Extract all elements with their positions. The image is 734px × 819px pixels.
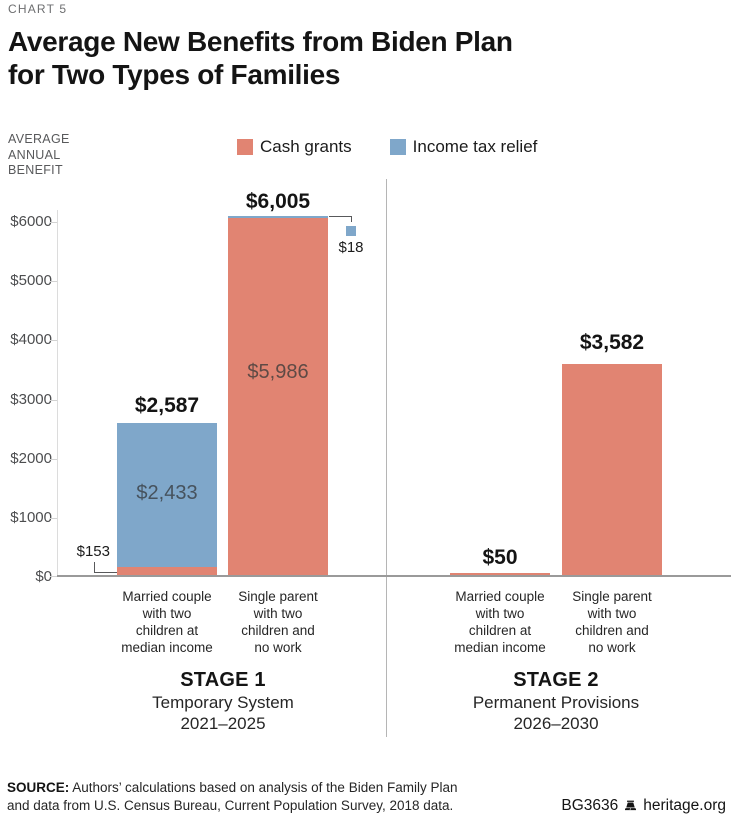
y-tick-5000: $5000 bbox=[10, 272, 52, 289]
bar-total-label: $2,587 bbox=[134, 394, 200, 417]
callout-line bbox=[329, 216, 352, 217]
bar-stage2-single-cash-grants bbox=[562, 364, 662, 576]
bar-stage1-married-income-tax-relief bbox=[117, 423, 217, 567]
y-tick-6000: $6000 bbox=[10, 213, 52, 230]
callout-line bbox=[94, 562, 95, 573]
liberty-bell-icon bbox=[623, 799, 638, 814]
y-tickmark bbox=[50, 576, 57, 577]
category-label: Single parent with two children and no w… bbox=[238, 589, 318, 655]
y-tick-2000: $2000 bbox=[10, 450, 52, 467]
bar-stage1-single-cash-grants bbox=[228, 218, 328, 576]
website-label: heritage.org bbox=[643, 797, 726, 814]
stage2-years: 2026–2030 bbox=[513, 714, 599, 733]
bar-stage1-married-cash-grants bbox=[117, 567, 217, 576]
stage-divider-line bbox=[386, 179, 387, 737]
stage1-years: 2021–2025 bbox=[180, 714, 266, 733]
legend-item-cash-grants: Cash grants bbox=[237, 137, 352, 157]
category-label: Married couple with two children at medi… bbox=[454, 589, 546, 655]
source-note: SOURCE: Authors’ calculations based on a… bbox=[7, 779, 458, 815]
stage2-caption: STAGE 2 Permanent Provisions 2026–2030 bbox=[436, 668, 676, 734]
callout-line bbox=[94, 572, 117, 573]
bar-total-label: $6,005 bbox=[245, 190, 311, 213]
callout-line bbox=[351, 216, 352, 222]
stage2-title: STAGE 2 bbox=[513, 669, 599, 691]
stage1-title: STAGE 1 bbox=[180, 669, 266, 691]
bar-total-label: $3,582 bbox=[579, 331, 645, 354]
callout-label-income-tax-relief: $18 bbox=[338, 239, 364, 256]
y-tick-4000: $4000 bbox=[10, 331, 52, 348]
y-tickmark bbox=[50, 459, 57, 460]
bar-segment-label: $5,986 bbox=[247, 361, 309, 383]
x-axis-line bbox=[57, 575, 731, 577]
y-tickmark bbox=[50, 281, 57, 282]
y-tickmark bbox=[50, 518, 57, 519]
legend-label: Cash grants bbox=[260, 137, 352, 156]
y-axis-line bbox=[57, 210, 58, 577]
chart-number-label: CHART 5 bbox=[8, 2, 68, 16]
income-tax-relief-swatch-icon bbox=[389, 139, 406, 155]
report-id: BG3636 bbox=[561, 797, 619, 814]
y-tickmark bbox=[50, 400, 57, 401]
bar-stage1-single-income-tax-relief bbox=[228, 216, 328, 218]
legend-item-income-tax-relief: Income tax relief bbox=[389, 137, 538, 157]
branding: BG3636 heritage.org bbox=[561, 797, 726, 815]
legend: Cash grants Income tax relief bbox=[237, 137, 537, 157]
bar-total-label: $50 bbox=[482, 546, 518, 569]
cash-grants-swatch-icon bbox=[237, 139, 253, 155]
y-axis-unit-label: AVERAGE ANNUAL BENEFIT bbox=[8, 132, 70, 177]
y-tick-3000: $3000 bbox=[10, 391, 52, 408]
bar-stage2-married-cash-grants bbox=[450, 573, 550, 576]
page-title: Average New Benefits from Biden Plan for… bbox=[8, 26, 513, 90]
legend-label: Income tax relief bbox=[412, 137, 538, 156]
y-tickmark bbox=[50, 222, 57, 223]
y-tickmark bbox=[50, 340, 57, 341]
category-label: Single parent with two children and no w… bbox=[572, 589, 652, 655]
source-text-1: Authors’ calculations based on analysis … bbox=[72, 780, 458, 795]
category-label: Married couple with two children at medi… bbox=[121, 589, 213, 655]
y-tick-1000: $1000 bbox=[10, 509, 52, 526]
source-line-1: SOURCE: Authors’ calculations based on a… bbox=[7, 779, 458, 797]
callout-swatch-income-tax-relief bbox=[346, 226, 356, 236]
source-label: SOURCE: bbox=[7, 780, 70, 795]
y-tick-0: $0 bbox=[35, 568, 52, 585]
bar-segment-label: $2,433 bbox=[136, 482, 198, 504]
stage1-subtitle: Temporary System bbox=[152, 693, 294, 712]
callout-label-cash-grants: $153 bbox=[76, 543, 110, 560]
stage1-caption: STAGE 1 Temporary System 2021–2025 bbox=[103, 668, 343, 734]
stage2-subtitle: Permanent Provisions bbox=[472, 693, 640, 712]
source-line-2: and data from U.S. Census Bureau, Curren… bbox=[7, 798, 454, 813]
